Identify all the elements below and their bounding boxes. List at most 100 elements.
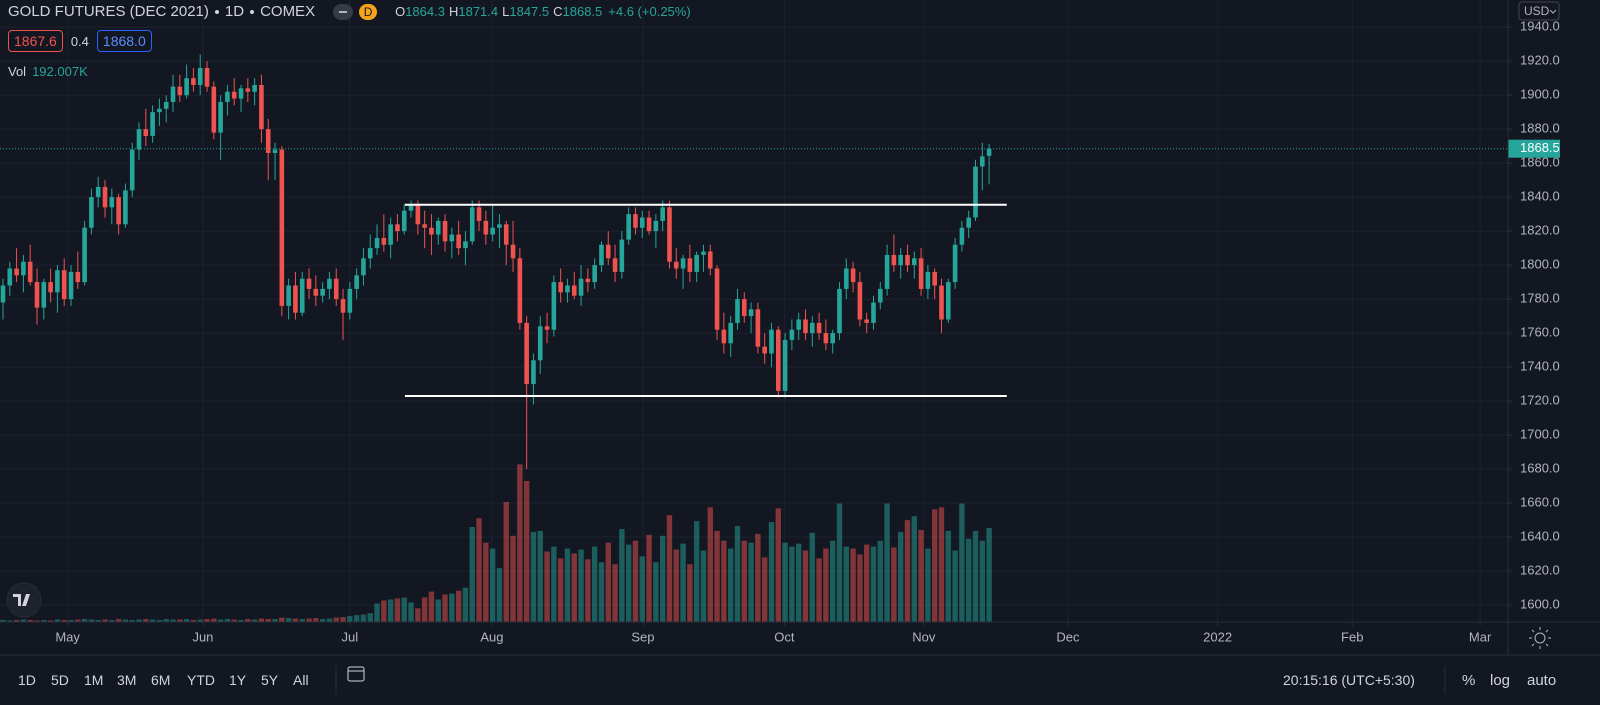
candle-body — [762, 346, 767, 354]
separator-dot — [214, 9, 219, 14]
candle-body — [497, 224, 502, 228]
volume-bar — [748, 542, 754, 622]
candle-body — [748, 309, 754, 317]
candle-body — [293, 285, 298, 313]
candle-body — [75, 271, 81, 283]
candle-body — [279, 149, 285, 306]
ohlc-key: C — [553, 4, 563, 19]
scale-option[interactable]: auto — [1527, 672, 1557, 689]
range-button[interactable]: 6M — [151, 672, 171, 688]
candle-body — [905, 254, 910, 266]
range-button[interactable]: 1D — [18, 672, 36, 688]
range-button[interactable]: 5D — [51, 672, 69, 688]
ohlc-value: 1871.4 — [458, 4, 499, 19]
volume-bar — [564, 548, 571, 622]
volume-bar — [455, 590, 462, 622]
candle-body — [612, 258, 618, 272]
candle-body — [687, 258, 693, 272]
volume-bar — [659, 535, 666, 622]
range-button[interactable]: 1Y — [229, 672, 247, 688]
volume-bar — [163, 619, 169, 622]
date-range-icon[interactable] — [347, 666, 365, 682]
volume-bar — [360, 614, 367, 622]
range-button[interactable]: All — [293, 672, 309, 688]
candle-body — [177, 86, 183, 96]
candle-body — [21, 261, 26, 276]
ask[interactable]: 1868.0 — [96, 30, 152, 52]
volume-bar — [95, 620, 101, 622]
range-button[interactable]: YTD — [187, 672, 215, 688]
currency[interactable]: USD — [1524, 4, 1550, 18]
volume-bar — [367, 613, 373, 622]
last-price-badge — [1508, 139, 1560, 158]
ohlc-item: C1868.5 — [553, 4, 602, 19]
candle-body — [435, 220, 441, 235]
clock[interactable]: 20:15:16 (UTC+5:30) — [1283, 672, 1415, 688]
range-button[interactable]: 5Y — [261, 672, 279, 688]
volume-bar — [884, 503, 890, 622]
candle-body — [843, 268, 849, 289]
volume-bar — [938, 507, 945, 622]
volume-bar — [775, 508, 781, 622]
volume — [0, 464, 992, 622]
scale-option[interactable]: % — [1462, 672, 1476, 689]
candle-body — [816, 322, 822, 334]
candle-body — [361, 258, 366, 276]
x-tick-label: Sep — [631, 629, 654, 644]
range-button[interactable]: 1M — [84, 672, 104, 688]
candle-body — [660, 207, 665, 221]
candle-body — [55, 270, 60, 293]
candle-body — [456, 234, 461, 249]
volume-bar — [986, 527, 992, 622]
candle-body — [578, 278, 584, 296]
x-tick-label: 2022 — [1203, 629, 1232, 644]
volume-bar — [727, 548, 734, 622]
candle-body — [537, 326, 543, 361]
volume-bar — [965, 538, 972, 622]
candle-body — [463, 241, 468, 249]
symbol[interactable]: GOLD FUTURES (DEC 2021) — [8, 3, 209, 20]
candle-body — [469, 207, 475, 242]
volume-bar — [183, 619, 190, 622]
volume-bar — [313, 618, 319, 622]
candle-body — [157, 108, 162, 113]
candle-body — [973, 166, 978, 218]
volume-bar — [170, 619, 176, 622]
x-tick-label: Jul — [342, 629, 359, 644]
volume-bar — [68, 620, 74, 622]
candle-body — [837, 288, 842, 334]
change: +4.6 (+0.25%) — [608, 4, 691, 19]
volume-bar — [741, 540, 747, 622]
candle-body — [571, 285, 577, 296]
candle-body — [320, 288, 325, 296]
candle-body — [48, 282, 53, 293]
bid[interactable]: 1867.6 — [8, 30, 63, 52]
candle-body — [524, 322, 529, 385]
currency-button[interactable] — [1518, 1, 1560, 21]
y-tick-label: 1700.0 — [1520, 426, 1560, 441]
candle-body — [986, 148, 992, 156]
scale-option[interactable]: log — [1490, 672, 1511, 689]
settings-icon[interactable] — [1534, 632, 1546, 644]
candle-body — [775, 329, 781, 391]
range-button[interactable]: 3M — [117, 672, 137, 688]
volume-value: 192.007K — [32, 64, 88, 79]
candle-body — [592, 265, 597, 283]
interval[interactable]: 1D — [224, 3, 245, 20]
volume-bar — [224, 619, 231, 622]
y-tick-label: 1680.0 — [1520, 460, 1560, 475]
delay-badge[interactable]: D — [359, 3, 378, 20]
volume-bar — [523, 480, 530, 622]
candle-body — [225, 91, 230, 102]
toggle-icon[interactable] — [333, 3, 354, 20]
volume-bar — [816, 558, 822, 622]
volume-bar — [952, 550, 958, 622]
candle-body — [510, 244, 516, 259]
volume-bar — [41, 620, 47, 622]
candle-body — [299, 278, 305, 313]
volume-bar — [625, 544, 632, 622]
volume-bar — [27, 620, 33, 622]
volume-bar — [75, 619, 81, 622]
volume-legend: Vol 192.007K — [8, 64, 88, 79]
